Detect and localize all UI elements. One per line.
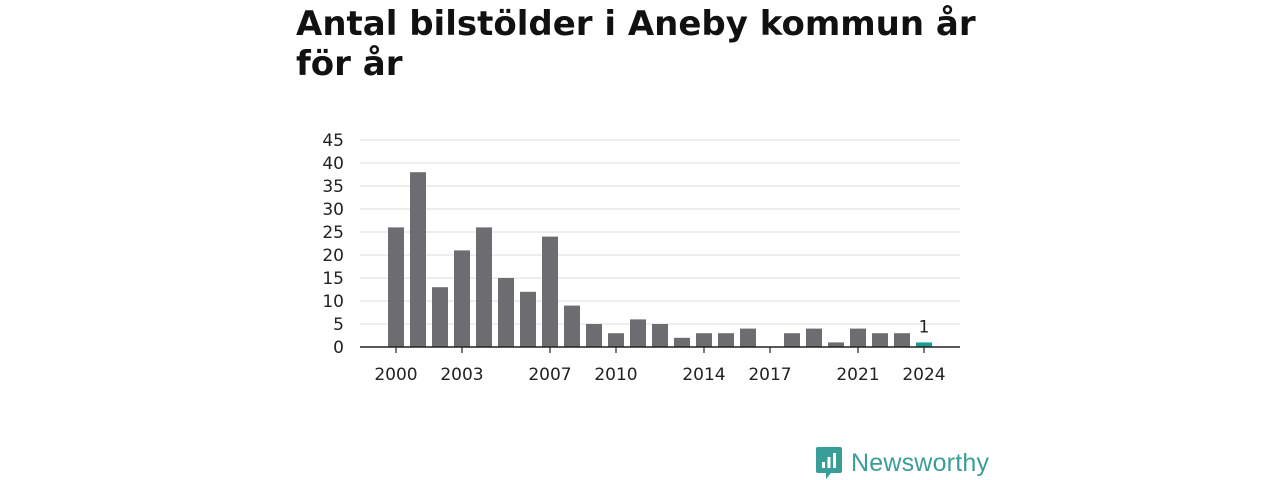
- y-axis-ticks: 0 5 10 15 20 25 30 35 40 45: [322, 131, 344, 358]
- bar-2012: [652, 324, 668, 347]
- data-label-2024: 1: [919, 317, 930, 337]
- bar-2004: [476, 227, 492, 347]
- bar-2013: [674, 337, 690, 347]
- bar-2009: [586, 324, 602, 347]
- x-tick-label: 2021: [836, 365, 879, 385]
- bar-2014: [696, 333, 712, 347]
- bar-2023: [894, 333, 910, 347]
- y-tick-label: 40: [322, 154, 344, 174]
- y-tick-label: 15: [322, 269, 344, 289]
- x-tick-label: 2010: [594, 365, 637, 385]
- bars: [388, 172, 932, 347]
- bar-2000: [388, 227, 404, 347]
- bar-2022: [872, 333, 888, 347]
- chart-title: Antal bilstölder i Aneby kommun år för å…: [296, 4, 976, 84]
- y-tick-label: 0: [333, 338, 344, 358]
- gridlines: [360, 139, 960, 325]
- bar-2007: [542, 236, 558, 347]
- bar-2021: [850, 328, 866, 347]
- brand: Newsworthy: [815, 446, 989, 480]
- y-tick-label: 5: [333, 315, 344, 335]
- y-tick-label: 25: [322, 223, 344, 243]
- bar-2020: [828, 342, 844, 347]
- y-tick-label: 35: [322, 177, 344, 197]
- x-tick-label: 2007: [528, 365, 571, 385]
- bar-2015: [718, 333, 734, 347]
- x-tick-label: 2017: [748, 365, 791, 385]
- bar-2016: [740, 328, 756, 347]
- bar-2006: [520, 291, 536, 347]
- x-tick-label: 2003: [440, 365, 483, 385]
- bar-2001: [410, 172, 426, 347]
- data-labels: 1: [919, 317, 930, 337]
- y-tick-label: 10: [322, 292, 344, 312]
- y-tick-label: 45: [322, 131, 344, 151]
- bar-2018: [784, 333, 800, 347]
- bar-2008: [564, 305, 580, 347]
- x-tick-label: 2000: [374, 365, 417, 385]
- brand-name: Newsworthy: [851, 448, 990, 477]
- bar-2011: [630, 319, 646, 347]
- y-tick-label: 30: [322, 200, 344, 220]
- bar-2003: [454, 250, 470, 347]
- bar-2019: [806, 328, 822, 347]
- x-axis-ticks: 2000 2003 2007 2010 2014 2017 2021 2024: [374, 347, 946, 385]
- bar-2005: [498, 278, 514, 347]
- bar-2024: [916, 342, 932, 347]
- bar-2010: [608, 333, 624, 347]
- newsworthy-logo-icon: [816, 447, 842, 479]
- y-tick-label: 20: [322, 246, 344, 266]
- x-tick-label: 2024: [902, 365, 945, 385]
- bar-2002: [432, 287, 448, 347]
- x-tick-label: 2014: [682, 365, 725, 385]
